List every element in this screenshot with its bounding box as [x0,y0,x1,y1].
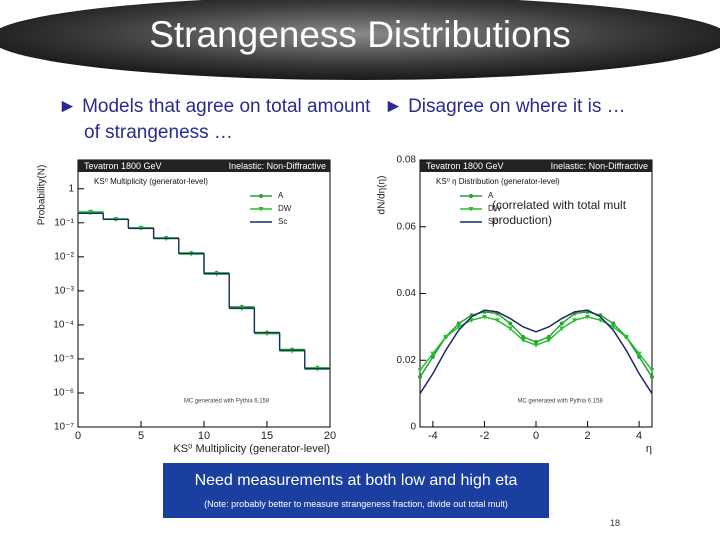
data-point [623,334,629,340]
callout-box: Need measurements at both low and high e… [163,463,549,518]
legend-label: Sc [488,217,497,226]
data-point [456,321,461,326]
x-tick-label: 20 [324,430,336,442]
y-tick-label: 10⁻⁴ [53,320,74,331]
chart-annotation: MC generated with Pythia 6.158 [184,399,270,405]
legend-marker [259,194,263,198]
bullet: ► Disagree on where it is … [384,96,626,117]
data-point [417,368,423,373]
chart-banner [78,160,330,172]
legend-label: A [278,191,284,200]
legend-marker [469,194,473,198]
data-point [650,374,654,379]
legend-marker [258,207,264,212]
data-point [610,324,616,330]
chart: Tevatron 1800 GeV Inelastic: Non-Diffract… [377,155,655,455]
data-point [597,318,603,323]
y-axis-label: dN/dη(η) [377,176,388,215]
legend-label: DW [278,204,292,213]
page-number: 18 [610,518,621,528]
data-point [611,321,616,326]
data-point [430,351,436,357]
data-point [546,338,552,343]
legend-label: DW [488,204,502,213]
y-tick-label: 10⁻² [54,251,74,262]
chart-banner [420,160,652,172]
data-point [456,324,462,330]
x-tick-label: 5 [138,430,144,442]
data-point [508,321,513,326]
y-tick-label: 10⁻¹ [54,217,74,228]
data-point [88,209,94,215]
x-tick-label: 0 [533,430,539,442]
x-tick-label: -2 [480,430,490,442]
legend-label: Sc [278,217,287,226]
y-tick-label: 10⁻⁷ [54,422,74,433]
data-point [572,318,578,323]
x-axis-label: KS⁰ Multiplicity (generator-level) [173,443,330,455]
y-tick-label: 0.02 [397,355,417,366]
x-tick-label: 10 [198,430,210,442]
data-point [481,314,487,320]
data-point [649,368,655,373]
title-banner [0,0,720,80]
data-point [520,338,526,343]
x-tick-label: 4 [636,430,642,442]
data-point [534,339,538,344]
x-tick-label: 2 [584,430,590,442]
y-tick-label: 10⁻⁶ [53,388,74,399]
y-tick-label: 10⁻⁵ [53,354,74,365]
data-point [559,321,564,326]
plot-area [419,159,653,428]
series-line [419,309,653,395]
x-tick-label: -4 [428,430,438,442]
data-point [418,374,422,379]
legend-marker [468,207,474,212]
chart-annotation: MC generated with Pythia 6.158 [517,399,603,405]
data-point [546,334,551,339]
banner-text: Tevatron 1800 GeV [426,161,504,171]
chart-subtitle: KS⁰ Multiplicity (generator-level) [94,177,208,186]
data-point [533,343,539,348]
data-point [521,334,526,339]
data-point [494,318,500,323]
x-axis-label: η [646,443,652,455]
y-tick-label: 0.06 [397,221,417,232]
x-tick-label: 15 [261,430,273,442]
y-tick-label: 0.08 [397,155,417,166]
bullet: ► Models that agree on total amount of s… [58,96,371,143]
x-tick-label: 0 [75,430,81,442]
plot-area [77,159,331,428]
y-tick-label: 0.04 [397,288,417,299]
slide-title: Strangeness Distributions [149,14,571,55]
data-point [636,351,642,357]
banner-text: Inelastic: Non-Diffractive [229,161,326,171]
chart-subtitle: KS⁰ η Distribution (generator-level) [436,177,560,186]
y-tick-label: 10⁻³ [54,286,74,297]
callout-note: (Note: probably better to measure strang… [204,499,508,509]
callout-text: Need measurements at both low and high e… [194,472,518,489]
chart-note: (correlated with total mult production) [492,198,627,227]
data-point [469,318,475,323]
data-point [585,314,591,320]
banner-text: Tevatron 1800 GeV [84,161,162,171]
y-tick-label: 0 [410,422,416,433]
data-point [443,334,449,340]
data-point [559,326,565,332]
banner-text: Inelastic: Non-Diffractive [551,161,648,171]
y-axis-label: Probability(N) [37,165,48,226]
y-tick-label: 1 [68,183,74,194]
data-point [507,326,513,332]
legend-label: A [488,191,494,200]
chart: Tevatron 1800 GeV Inelastic: Non-Diffract… [37,159,336,455]
